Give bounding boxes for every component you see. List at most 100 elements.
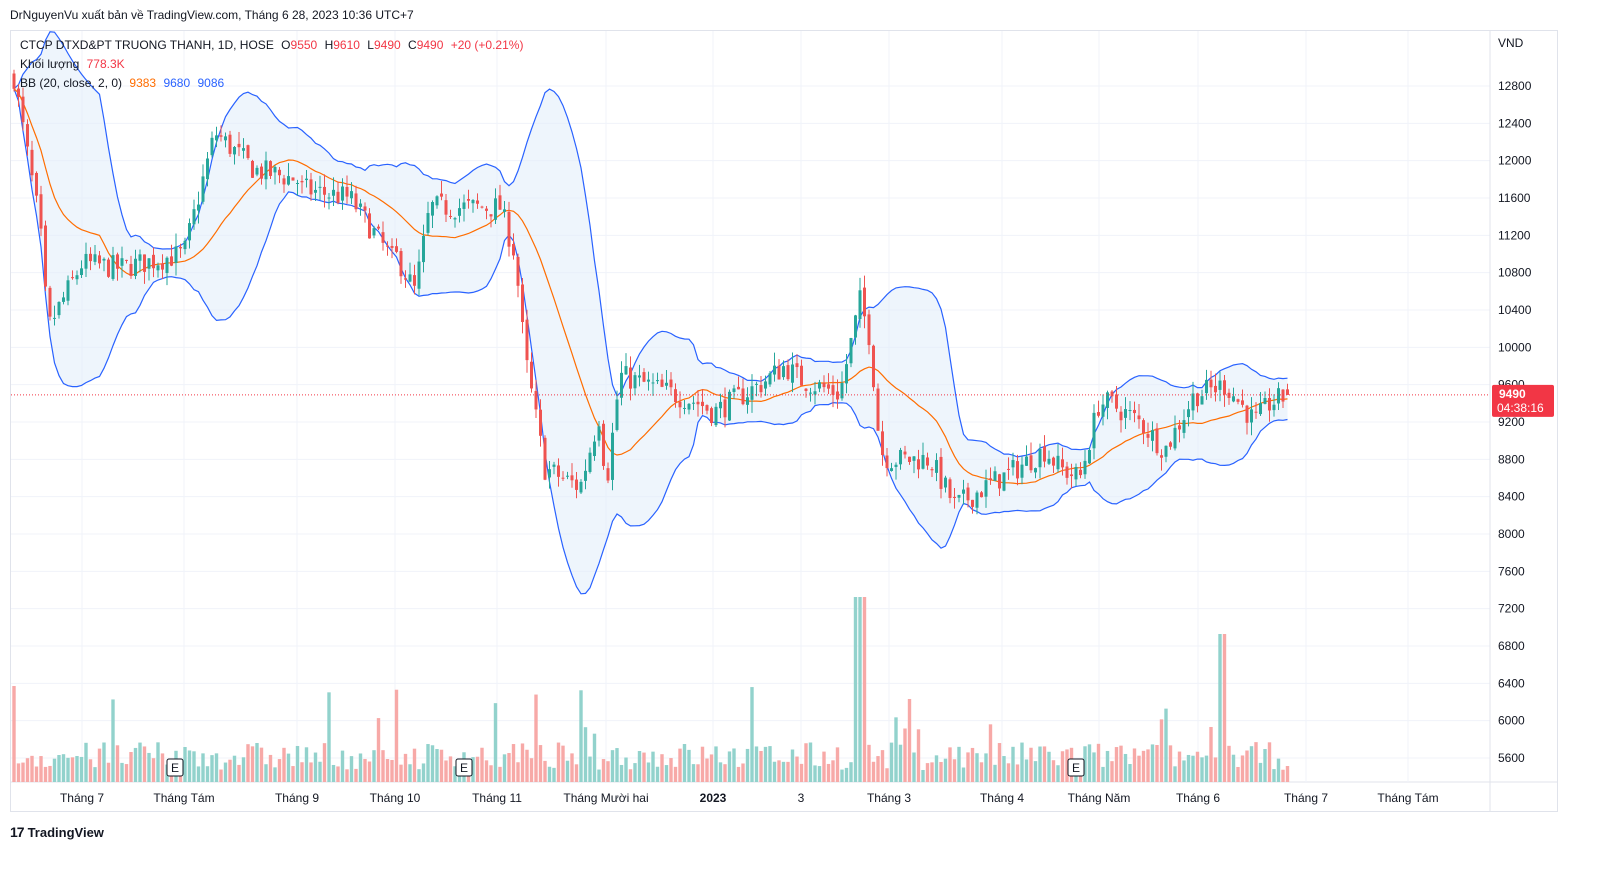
volume-bar: [1119, 745, 1123, 782]
candle-body: [539, 409, 542, 436]
volume-bar: [1029, 747, 1033, 782]
volume-bar: [961, 767, 966, 782]
candle-body: [1034, 468, 1037, 473]
candle-body: [984, 480, 988, 497]
candle-body: [498, 195, 502, 210]
volume-bar: [687, 749, 691, 782]
volume-bar: [880, 750, 885, 782]
time-tick-label: Tháng 3: [867, 791, 911, 805]
time-axis[interactable]: Tháng 7 Tháng Tám Tháng 9 Tháng 10 Tháng 11 T…: [60, 791, 1439, 805]
candle-body: [129, 263, 133, 276]
candle-body: [332, 189, 335, 196]
time-tick-label: Tháng Tám: [153, 791, 214, 805]
candle-body: [26, 124, 29, 147]
volume-bar: [1033, 761, 1038, 782]
candle-body: [624, 366, 628, 375]
volume-bar: [390, 759, 394, 782]
volume-bar: [421, 763, 426, 782]
candle-body: [800, 365, 803, 386]
volume-bar: [16, 763, 21, 782]
candle-body: [1101, 404, 1105, 417]
legend-bb-label[interactable]: BB (20, close, 2, 0): [20, 76, 123, 90]
candle-body: [1272, 404, 1276, 411]
candle-body: [107, 259, 110, 277]
volume-bar: [52, 758, 57, 782]
candle-body: [579, 481, 583, 493]
volume-bar: [1276, 758, 1281, 782]
volume-bar: [403, 753, 408, 782]
tradingview-footer[interactable]: 17 TradingView: [10, 824, 104, 840]
candle-body: [1281, 389, 1285, 402]
volume-bar: [1110, 761, 1114, 782]
candle-body: [282, 178, 286, 185]
volume-bar: [862, 597, 867, 782]
candle-body: [597, 426, 601, 441]
candle-body: [1178, 425, 1181, 430]
candle-body: [269, 161, 272, 176]
candle-body: [17, 88, 20, 97]
volume-bar: [426, 744, 430, 782]
candle-body: [1047, 458, 1051, 464]
candle-body: [638, 375, 641, 378]
candle-body: [251, 160, 254, 178]
candle-body: [210, 137, 214, 156]
volume-bar: [309, 762, 313, 782]
volume-bar: [439, 749, 444, 782]
volume-bar: [610, 750, 615, 782]
candle-body: [755, 383, 758, 385]
volume-bar: [57, 755, 61, 782]
legend-symbol[interactable]: CTCP DTXD&PT TRUONG THANH, 1D, HOSE: [20, 38, 274, 52]
volume-bar: [147, 752, 151, 782]
candle-body: [566, 475, 569, 477]
candle-body: [1070, 474, 1073, 477]
candle-body: [494, 198, 497, 220]
volume-bar: [1258, 762, 1263, 782]
candle-body: [489, 214, 493, 217]
candle-body: [710, 408, 713, 424]
candle-body: [1223, 380, 1226, 395]
candle-body: [21, 96, 25, 123]
candle-body: [156, 265, 160, 271]
legend-volume-label[interactable]: Khối lượng: [20, 57, 80, 71]
candle-body: [377, 226, 380, 229]
volume-bar: [1105, 750, 1110, 782]
candle-body: [422, 235, 425, 263]
chart-frame[interactable]: [10, 30, 1558, 812]
volume-bar: [669, 758, 673, 782]
price-tick-label: 11200: [1498, 228, 1531, 242]
candle-body: [341, 186, 344, 201]
volume-bar: [1006, 763, 1011, 782]
candle-body: [1110, 391, 1114, 397]
price-tick-label: 10800: [1498, 266, 1532, 280]
volume-bar: [444, 760, 448, 782]
candle-body: [84, 253, 88, 269]
candle-body: [327, 197, 331, 199]
price-axis[interactable]: VND 12800 12400 12000 11600 11200 10800 10400 10…: [1498, 36, 1532, 765]
candle-body: [62, 297, 65, 302]
volume-bar: [394, 689, 399, 782]
candle-body: [233, 146, 236, 155]
candle-body: [998, 474, 1001, 489]
legend-bb-basis: 9383: [129, 76, 157, 90]
volume-bar: [1056, 765, 1060, 782]
candle-body: [633, 375, 637, 389]
candle-body: [1002, 472, 1006, 491]
candle-body: [390, 245, 394, 248]
time-tick-label: Tháng 9: [275, 791, 319, 805]
tradingview-brand: TradingView: [27, 824, 104, 840]
candle-body: [476, 200, 479, 204]
volume-bar: [583, 727, 588, 782]
volume-bar: [115, 745, 120, 782]
candle-body: [287, 176, 290, 185]
volume-bar: [84, 742, 88, 782]
candle-body: [692, 402, 695, 404]
volume-bar: [930, 762, 934, 782]
candle-body: [629, 367, 632, 389]
price-tick-label: 12800: [1498, 79, 1532, 93]
candle-body: [665, 382, 668, 386]
volume-bar: [493, 703, 498, 782]
candle-body: [395, 246, 398, 252]
volume-bar: [1249, 746, 1254, 782]
